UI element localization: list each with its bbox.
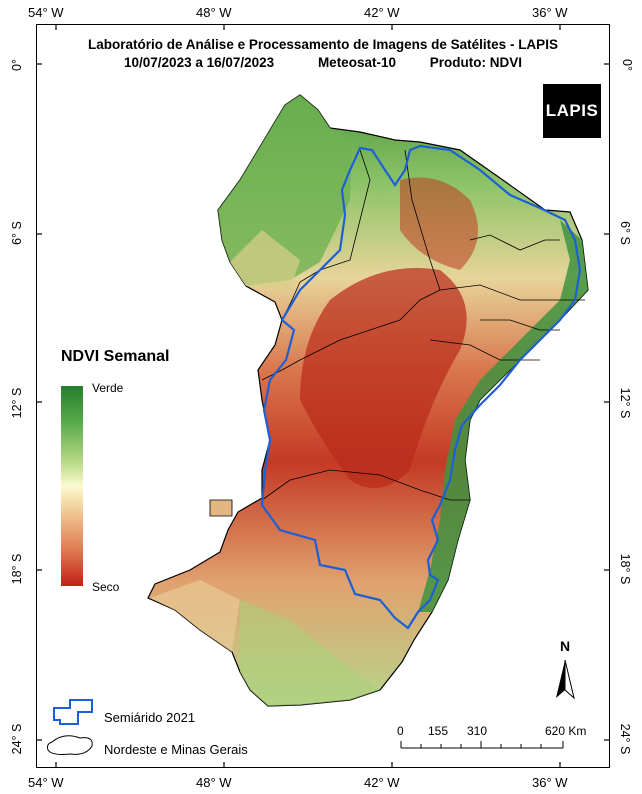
title-line-2: 10/07/2023 a 16/07/2023 Meteosat-10 Prod… [40, 54, 606, 72]
ndvi-region [147, 94, 589, 707]
title-line-1: Laboratório de Análise e Processamento d… [88, 37, 558, 52]
bottom-lon-label-4: 36° W [532, 775, 568, 790]
map-title: Laboratório de Análise e Processamento d… [40, 36, 606, 72]
semiarid-boundary [260, 144, 582, 630]
nw-green-patch [218, 95, 352, 286]
bottom-lon-label-3: 42° W [364, 775, 400, 790]
lapis-logo: LAPIS [543, 84, 601, 138]
legend-title: NDVI Semanal [61, 348, 170, 365]
nw-yellow-patch [230, 230, 300, 290]
top-lon-label-2: 48° W [196, 5, 232, 20]
semiarid-legend-label: Semiárido 2021 [104, 710, 196, 725]
legend-top-label: Verde [92, 381, 124, 395]
dry-core-patch [300, 268, 467, 488]
bottom-lon-label-1: 54° W [28, 775, 64, 790]
southwest-pale-patch [150, 580, 240, 652]
north-label: N [560, 638, 571, 654]
ndvi-color-ramp [61, 386, 83, 586]
scale-bar [400, 741, 564, 749]
tick-marks [36, 24, 610, 768]
north-arrow-icon [556, 659, 575, 700]
top-lon-label-4: 36° W [532, 5, 568, 20]
semiarid-legend-symbol [53, 699, 93, 725]
islet [209, 499, 233, 517]
scale-label-155: 155 [428, 724, 449, 738]
top-lon-label-3: 42° W [364, 5, 400, 20]
region-legend-label: Nordeste e Minas Gerais [104, 742, 248, 757]
title-product: Produto: NDVI [429, 55, 522, 70]
legend-bottom-label: Seco [92, 580, 120, 594]
south-green-patch [240, 600, 380, 706]
scale-label-310: 310 [467, 724, 488, 738]
title-dates: 10/07/2023 a 16/07/2023 [124, 55, 275, 70]
bottom-lon-label-2: 48° W [196, 775, 232, 790]
scale-label-620: 620 Km [545, 724, 587, 738]
scale-label-0: 0 [397, 724, 404, 738]
title-satellite: Meteosat-10 [317, 55, 396, 70]
top-lon-label-1: 54° W [28, 5, 64, 20]
east-green-strip [418, 220, 588, 612]
dry-north-patch [400, 177, 478, 270]
region-legend-symbol [47, 735, 93, 755]
